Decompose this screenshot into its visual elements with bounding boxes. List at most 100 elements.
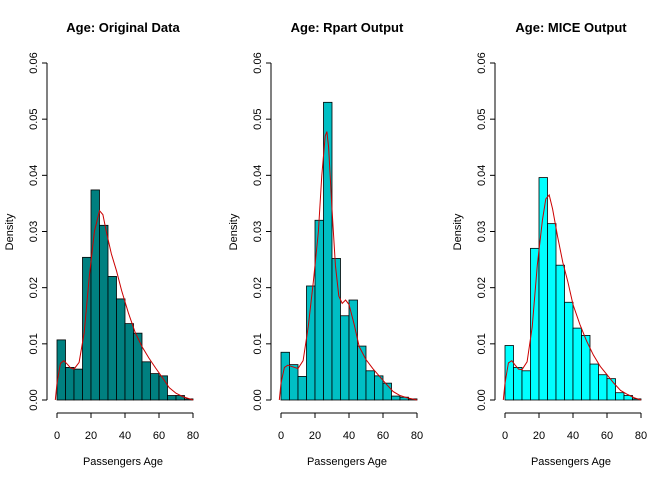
- histogram-bar: [623, 395, 633, 401]
- y-tick-label: 0.01: [28, 333, 40, 354]
- y-tick-label: 0.04: [476, 165, 488, 186]
- histogram-bar: [513, 367, 523, 401]
- x-tick-label: 40: [119, 430, 131, 442]
- histogram-bar: [314, 219, 324, 401]
- histogram-bar: [521, 370, 531, 401]
- y-tick-label: 0.00: [476, 389, 488, 410]
- bars-layer: [504, 177, 642, 401]
- density-layer: [502, 193, 642, 401]
- histogram-bar: [538, 177, 548, 401]
- y-tick-label: 0.05: [252, 108, 264, 129]
- histogram-bar: [572, 327, 582, 401]
- histogram-bar: [530, 247, 540, 401]
- histogram-bar: [598, 374, 608, 401]
- x-axis: 0 20 40 60 80: [502, 412, 647, 442]
- y-axis-label: Density: [4, 213, 16, 250]
- density-line: [502, 193, 642, 401]
- x-tick-label: 0: [502, 430, 508, 442]
- histogram-bar: [175, 395, 185, 401]
- x-axis: 0 20 40 60 80: [54, 412, 199, 442]
- x-tick-label: 0: [54, 430, 60, 442]
- x-tick-label: 60: [377, 430, 389, 442]
- x-tick-label: 80: [635, 430, 647, 442]
- histogram-bar: [555, 264, 565, 401]
- histogram-bar: [382, 382, 392, 401]
- y-tick-label: 0.00: [28, 389, 40, 410]
- y-tick-label: 0.03: [476, 221, 488, 242]
- y-tick-label: 0.06: [476, 52, 488, 73]
- histogram-bar: [289, 364, 299, 401]
- y-tick-label: 0.00: [252, 389, 264, 410]
- y-axis: 0.00 0.01 0.02 0.03 0.04 0.05 0.06: [476, 52, 496, 411]
- histogram-bar: [564, 301, 574, 401]
- histogram-bar: [116, 298, 126, 401]
- y-tick-label: 0.01: [252, 333, 264, 354]
- histogram-bar: [150, 373, 160, 401]
- density-layer: [54, 209, 194, 401]
- histogram-bar: [107, 276, 117, 401]
- histogram-bar: [297, 376, 307, 401]
- histogram-bar: [124, 323, 134, 401]
- panel-title: Age: Rpart Output: [291, 20, 404, 35]
- histogram-bar: [391, 395, 401, 401]
- x-tick-label: 20: [309, 430, 321, 442]
- panel-title: Age: MICE Output: [515, 20, 627, 35]
- panel-original: Age: Original Data Passengers Age Densit…: [4, 20, 199, 468]
- density-line: [278, 131, 418, 401]
- y-axis-label: Density: [452, 213, 464, 250]
- x-tick-label: 60: [153, 430, 165, 442]
- histogram-bar: [323, 101, 333, 401]
- histogram-bar: [65, 367, 75, 401]
- y-axis-label: Density: [228, 213, 240, 250]
- histogram-bar: [90, 189, 100, 401]
- x-tick-label: 40: [343, 430, 355, 442]
- histogram-bar: [56, 339, 66, 401]
- histogram-bar: [606, 378, 616, 401]
- y-tick-label: 0.03: [252, 221, 264, 242]
- histogram-bar: [357, 345, 367, 401]
- histogram-bar: [340, 315, 350, 401]
- histogram-bar: [158, 375, 168, 401]
- x-tick-label: 20: [85, 430, 97, 442]
- y-tick-label: 0.04: [28, 165, 40, 186]
- histogram-bar: [73, 368, 83, 401]
- x-tick-label: 80: [187, 430, 199, 442]
- density-line: [54, 209, 194, 401]
- histogram-bar: [99, 224, 109, 401]
- panel-title: Age: Original Data: [66, 20, 180, 35]
- x-axis-label: Passengers Age: [531, 456, 611, 468]
- histogram-bar: [615, 392, 625, 401]
- y-axis: 0.00 0.01 0.02 0.03 0.04 0.05 0.06: [252, 52, 272, 411]
- y-tick-label: 0.02: [252, 277, 264, 298]
- x-tick-label: 80: [411, 430, 423, 442]
- histogram-bar: [141, 361, 151, 401]
- y-tick-label: 0.04: [252, 165, 264, 186]
- y-tick-label: 0.05: [476, 108, 488, 129]
- y-tick-label: 0.05: [28, 108, 40, 129]
- y-axis: 0.00 0.01 0.02 0.03 0.04 0.05 0.06: [28, 52, 48, 411]
- x-tick-label: 20: [533, 430, 545, 442]
- x-tick-label: 0: [278, 430, 284, 442]
- bars-layer: [56, 189, 194, 401]
- histogram-bar: [589, 363, 599, 401]
- y-tick-label: 0.01: [476, 333, 488, 354]
- y-tick-label: 0.03: [28, 221, 40, 242]
- panel-mice: Age: MICE Output Passengers Age Density …: [452, 20, 647, 468]
- y-tick-label: 0.02: [476, 277, 488, 298]
- histogram-bar: [331, 258, 341, 401]
- x-axis: 0 20 40 60 80: [278, 412, 423, 442]
- histogram-bar: [365, 370, 375, 401]
- bars-layer: [280, 101, 418, 401]
- histogram-bar: [82, 256, 92, 401]
- x-tick-label: 60: [601, 430, 613, 442]
- x-axis-label: Passengers Age: [307, 456, 387, 468]
- y-tick-label: 0.06: [252, 52, 264, 73]
- histogram-bar: [167, 395, 177, 401]
- y-tick-label: 0.02: [28, 277, 40, 298]
- x-tick-label: 40: [567, 430, 579, 442]
- panel-rpart: Age: Rpart Output Passengers Age Density…: [228, 20, 423, 468]
- density-layer: [278, 131, 418, 401]
- y-tick-label: 0.06: [28, 52, 40, 73]
- histogram-bar: [348, 299, 358, 401]
